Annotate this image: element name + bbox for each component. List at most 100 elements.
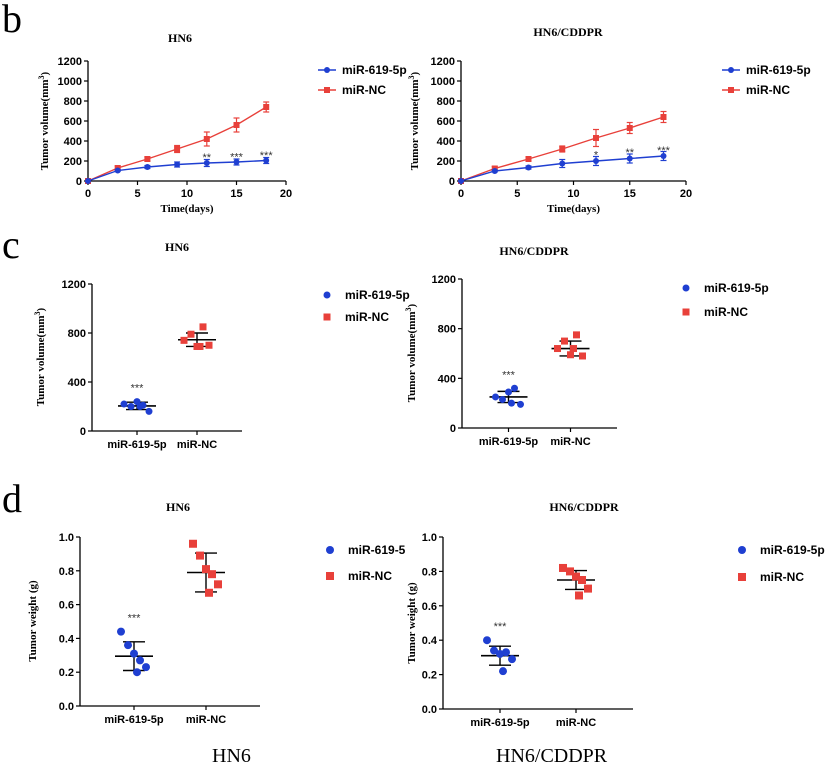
- category-label: miR-NC: [556, 717, 596, 729]
- y-tick-label: 400: [68, 377, 86, 389]
- data-point-miR-619-5p: [203, 160, 210, 166]
- y-tick-label: 800: [438, 324, 456, 336]
- x-tick-label: 5: [514, 188, 520, 200]
- data-point-miR-NC: [593, 135, 599, 141]
- significance-label: ***: [260, 150, 274, 162]
- data-point-miR-NC: [561, 337, 568, 345]
- y-tick-label: 600: [437, 116, 455, 128]
- significance-label: ***: [128, 613, 142, 625]
- data-point-miR-619-5p: [491, 168, 498, 174]
- data-point-miR-619-5p: [660, 153, 667, 159]
- data-point-miR-NC: [233, 122, 240, 128]
- data-point-miR-NC: [554, 345, 561, 353]
- data-point-miR-619-5p: [559, 160, 566, 167]
- significance-label: *: [594, 150, 599, 162]
- y-tick-label: 1.0: [59, 532, 74, 544]
- y-tick-label: 0: [450, 423, 456, 435]
- data-point-miR-NC: [189, 539, 197, 548]
- data-point-miR-619-5p: [263, 157, 270, 164]
- data-point-miR-NC: [196, 551, 204, 560]
- legend-marker: [728, 67, 734, 73]
- y-tick-label: 200: [64, 156, 82, 168]
- legend-label: miR-NC: [704, 305, 748, 319]
- data-point-miR-619-5p: [626, 155, 633, 162]
- chart-title: HN6/CDDPR: [533, 25, 603, 39]
- category-label: miR-619-5p: [479, 436, 539, 448]
- legend-label: miR-619-5p: [746, 63, 811, 77]
- y-tick-label: 0.2: [59, 667, 74, 679]
- data-point-miR-NC: [567, 351, 574, 359]
- y-axis-label: Tumor volume(mm3): [407, 71, 421, 170]
- data-point-miR-619-5p: [483, 636, 491, 645]
- data-point-miR-NC: [559, 563, 567, 572]
- legend-marker: [682, 284, 690, 292]
- y-tick-label: 0.4: [59, 633, 75, 645]
- legend-label: miR-NC: [345, 310, 389, 324]
- bottom-caption-hn6-cddpr: HN6/CDDPR: [496, 745, 608, 767]
- data-point-miR-619-5p: [114, 167, 121, 174]
- data-point-miR-NC: [199, 323, 207, 331]
- data-point-miR-NC: [579, 352, 586, 360]
- y-tick-label: 0: [449, 176, 455, 188]
- data-point-miR-619-5p: [508, 655, 516, 664]
- panel-label-b: b: [2, 0, 22, 41]
- data-point-miR-619-5p: [505, 388, 512, 396]
- data-point-miR-NC: [180, 336, 188, 344]
- data-point-miR-619-5p: [508, 399, 515, 407]
- data-point-miR-NC: [525, 156, 532, 162]
- legend-label: miR-619-5p: [342, 63, 407, 77]
- panel-label-d: d: [2, 476, 22, 521]
- x-tick-label: 10: [181, 188, 193, 200]
- significance-label: ***: [502, 369, 516, 381]
- data-point-miR-NC: [566, 567, 574, 576]
- data-point-miR-619-5p: [117, 627, 125, 636]
- category-label: miR-NC: [550, 436, 590, 448]
- y-tick-label: 1200: [432, 274, 456, 286]
- chart-c-hn6: HN6 0 400 800 1200 Tumor volume(mm3) miR-619-5…: [33, 240, 410, 451]
- data-point-miR-NC: [263, 104, 270, 110]
- data-point-miR-NC: [575, 591, 583, 600]
- data-point-miR-619-5p: [144, 164, 151, 170]
- legend-label: miR-NC: [342, 83, 386, 97]
- data-point-miR-619-5p: [517, 400, 524, 408]
- chart-c-hn6-cddpr: HN6/CDDPR 0 400 800 1200 Tumor volume(mm3) miR…: [404, 244, 769, 448]
- y-tick-label: 1000: [431, 76, 455, 88]
- data-point-miR-NC: [205, 341, 213, 349]
- data-point-miR-619-5p: [525, 164, 532, 171]
- data-point-miR-NC: [572, 572, 580, 581]
- y-tick-label: 0: [76, 176, 82, 188]
- data-point-miR-NC: [660, 114, 667, 120]
- data-point-miR-NC: [196, 342, 204, 350]
- data-point-miR-619-5p: [133, 668, 141, 677]
- significance-label: **: [203, 152, 212, 164]
- category-label: miR-619-5p: [107, 439, 167, 451]
- data-point-miR-NC: [202, 565, 210, 574]
- panel-label-c: c: [2, 222, 20, 267]
- significance-label: ***: [657, 145, 671, 157]
- y-tick-label: 0.6: [59, 600, 74, 612]
- data-point-miR-NC: [570, 345, 577, 353]
- y-tick-label: 1200: [62, 279, 86, 291]
- y-tick-label: 400: [64, 136, 82, 148]
- y-axis-label: Tumor volume(mm3): [37, 71, 51, 170]
- data-point-miR-NC: [578, 576, 586, 584]
- y-tick-label: 800: [437, 96, 455, 108]
- y-tick-label: 0.0: [422, 704, 437, 716]
- data-point-miR-NC: [174, 146, 181, 152]
- chart-title: HN6: [168, 31, 192, 45]
- y-tick-label: 0: [80, 426, 86, 438]
- data-point-miR-619-5p: [492, 393, 499, 401]
- data-point-miR-NC: [573, 331, 580, 339]
- bottom-caption-hn6: HN6: [212, 745, 251, 767]
- data-point-miR-619-5p: [142, 663, 150, 672]
- x-tick-label: 10: [567, 188, 579, 200]
- category-label: miR-619-5p: [470, 717, 530, 729]
- y-tick-label: 400: [438, 373, 456, 385]
- x-tick-label: 15: [624, 188, 636, 200]
- data-point-miR-619-5p: [130, 649, 138, 658]
- y-tick-label: 0.8: [59, 566, 74, 578]
- data-point-miR-NC: [203, 136, 210, 142]
